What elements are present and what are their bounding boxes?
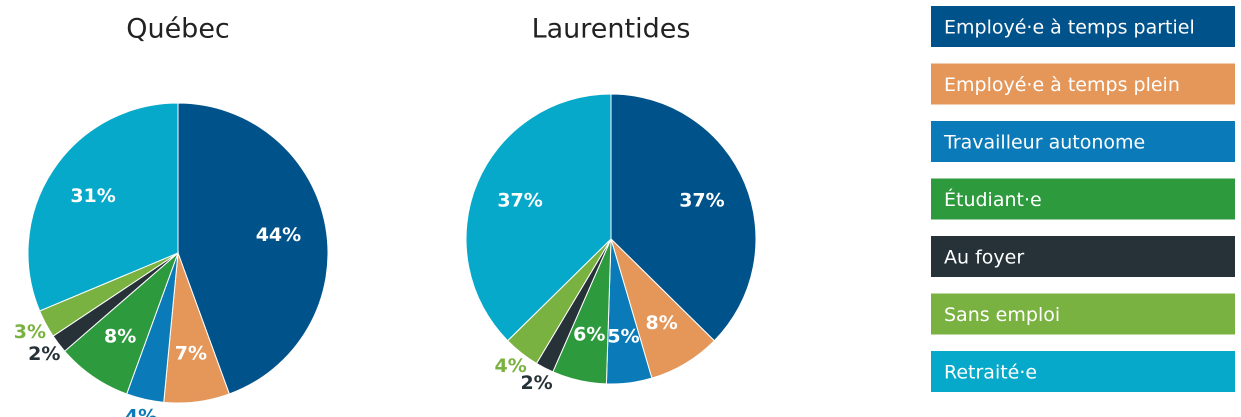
pie-slice [610, 93, 757, 342]
data-label: 4% [125, 405, 157, 417]
legend-swatch [931, 121, 1235, 162]
legend-label: Étudiant·e [944, 188, 1042, 211]
legend-swatch [931, 63, 1235, 105]
data-label: 7% [175, 343, 207, 365]
legend-swatch [931, 293, 1235, 335]
chart-title: Québec [126, 14, 230, 45]
pie-slice [27, 102, 179, 312]
legend-label: Retraité·e [944, 362, 1037, 384]
legend-label: Sans emploi [944, 304, 1060, 326]
data-label: 31% [70, 185, 115, 207]
data-label: 5% [607, 325, 639, 347]
data-label: 37% [497, 189, 542, 211]
legend-swatch [931, 6, 1235, 47]
data-label: 37% [679, 189, 724, 211]
legend-swatch [931, 236, 1235, 277]
pie-slice [465, 93, 612, 342]
pie-slice [177, 102, 329, 395]
legend-label: Employé·e à temps partiel [944, 17, 1195, 39]
data-label: 2% [520, 372, 552, 394]
legend-label: Travailleur autonome [943, 132, 1145, 154]
data-label: 6% [573, 324, 605, 346]
legend-swatch [931, 178, 1235, 220]
legend-label: Au foyer [944, 247, 1024, 269]
data-label: 44% [256, 224, 301, 246]
data-label: 8% [646, 312, 678, 334]
data-label: 2% [28, 343, 60, 365]
data-label: 3% [14, 321, 46, 343]
chart-title: Laurentides [532, 14, 691, 45]
data-label: 8% [104, 326, 136, 348]
legend-swatch [931, 351, 1235, 392]
legend-label: Employé·e à temps plein [944, 74, 1180, 96]
data-label: 4% [494, 355, 526, 377]
